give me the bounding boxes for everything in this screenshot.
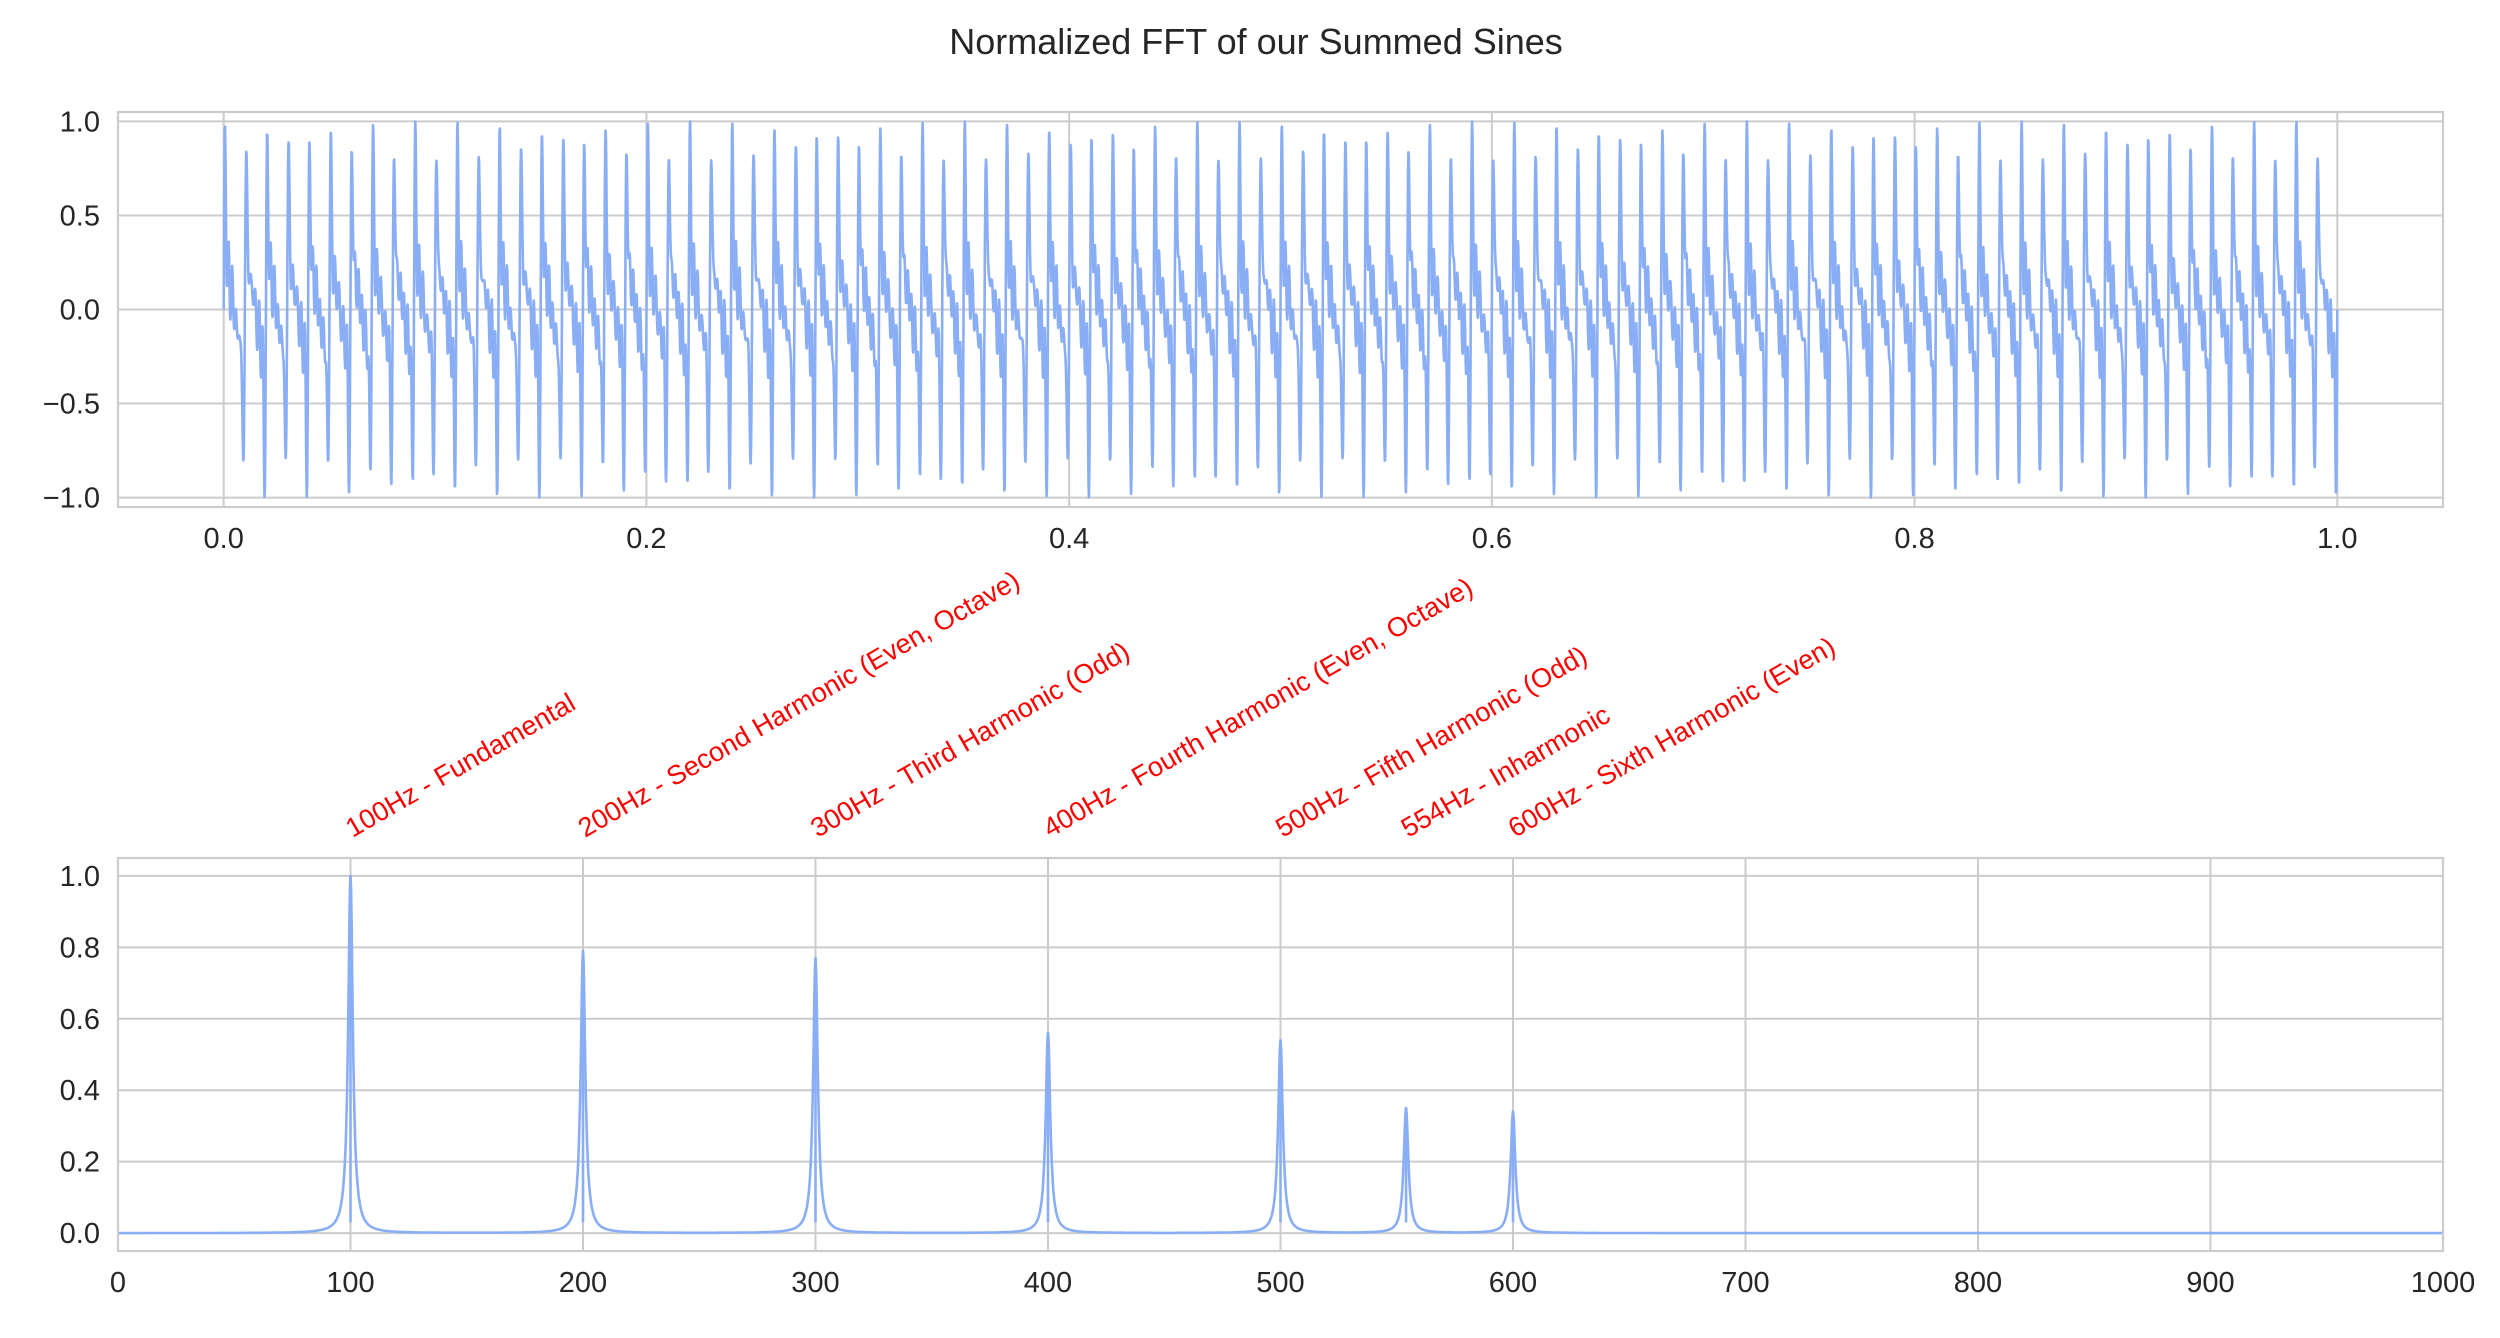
y-tick-label: 0.6 bbox=[60, 1004, 100, 1036]
fft-y-tick-labels: 1.0 0.8 0.6 0.4 0.2 0.0 bbox=[60, 861, 100, 1250]
y-tick-label: 0.4 bbox=[60, 1075, 100, 1107]
fft-line bbox=[117, 874, 2444, 1235]
fft-peaks bbox=[349, 875, 1515, 1223]
y-tick-label: 0.5 bbox=[60, 200, 100, 232]
x-tick-label: 0.4 bbox=[1049, 523, 1089, 555]
fft-x-tick-labels: 0 100 200 300 400 500 600 700 800 900 1000 bbox=[110, 1267, 2475, 1299]
x-tick-label: 100 bbox=[326, 1267, 374, 1299]
x-tick-label: 200 bbox=[559, 1267, 607, 1299]
signal-axes: 0.0 0.2 0.4 0.6 0.8 1.0 1.0 0.5 0.0 −0.5 −1.0 bbox=[43, 106, 2445, 555]
x-tick-label: 700 bbox=[1721, 1267, 1769, 1299]
signal-y-tick-labels: 1.0 0.5 0.0 −0.5 −1.0 bbox=[43, 106, 100, 514]
x-tick-label: 0.0 bbox=[204, 523, 244, 555]
x-tick-label: 800 bbox=[1954, 1267, 2002, 1299]
x-tick-label: 300 bbox=[791, 1267, 839, 1299]
y-tick-label: 1.0 bbox=[60, 106, 100, 138]
signal-line bbox=[222, 120, 2339, 499]
x-tick-label: 0.6 bbox=[1472, 523, 1512, 555]
y-tick-label: 0.8 bbox=[60, 932, 100, 964]
x-tick-label: 600 bbox=[1489, 1267, 1537, 1299]
figure-title: Normalized FFT of our Summed Sines bbox=[949, 21, 1563, 62]
fft-axes-frame bbox=[116, 856, 2445, 1253]
y-tick-label: −1.0 bbox=[43, 483, 100, 515]
signal-axes-frame bbox=[116, 110, 2445, 509]
x-tick-label: 500 bbox=[1256, 1267, 1304, 1299]
signal-x-tick-labels: 0.0 0.2 0.4 0.6 0.8 1.0 bbox=[204, 523, 2358, 555]
x-tick-label: 1.0 bbox=[2317, 523, 2357, 555]
x-tick-label: 1000 bbox=[2411, 1267, 2476, 1299]
x-tick-label: 0 bbox=[110, 1267, 126, 1299]
y-tick-label: 0.2 bbox=[60, 1147, 100, 1179]
y-tick-label: −0.5 bbox=[43, 389, 100, 421]
y-tick-label: 1.0 bbox=[60, 861, 100, 893]
x-tick-label: 0.8 bbox=[1894, 523, 1934, 555]
y-tick-label: 0.0 bbox=[60, 1218, 100, 1250]
x-tick-label: 400 bbox=[1024, 1267, 1072, 1299]
y-tick-label: 0.0 bbox=[60, 295, 100, 327]
x-tick-label: 0.2 bbox=[626, 523, 666, 555]
x-tick-label: 900 bbox=[2186, 1267, 2234, 1299]
